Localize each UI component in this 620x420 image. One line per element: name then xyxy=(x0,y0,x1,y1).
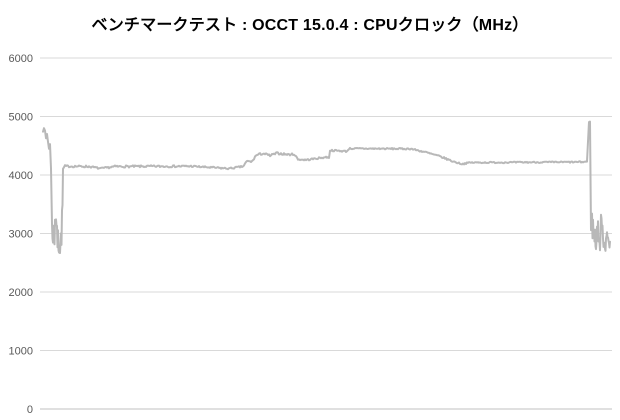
gridlines xyxy=(40,57,612,410)
y-tick-label-0: 0 xyxy=(27,404,33,416)
y-tick-label-5000: 5000 xyxy=(9,112,33,124)
y-axis-tick-labels: 0 1000 2000 3000 4000 5000 6000 xyxy=(9,53,33,416)
y-tick-label-1000: 1000 xyxy=(9,346,33,358)
chart-title: ベンチマークテスト : OCCT 15.0.4 : CPUクロック（MHz） xyxy=(91,17,529,34)
y-tick-label-2000: 2000 xyxy=(9,287,33,299)
cpu-clock-series-line xyxy=(42,120,611,254)
y-tick-label-3000: 3000 xyxy=(9,229,33,241)
y-tick-label-6000: 6000 xyxy=(9,53,33,65)
y-tick-label-4000: 4000 xyxy=(9,170,33,182)
